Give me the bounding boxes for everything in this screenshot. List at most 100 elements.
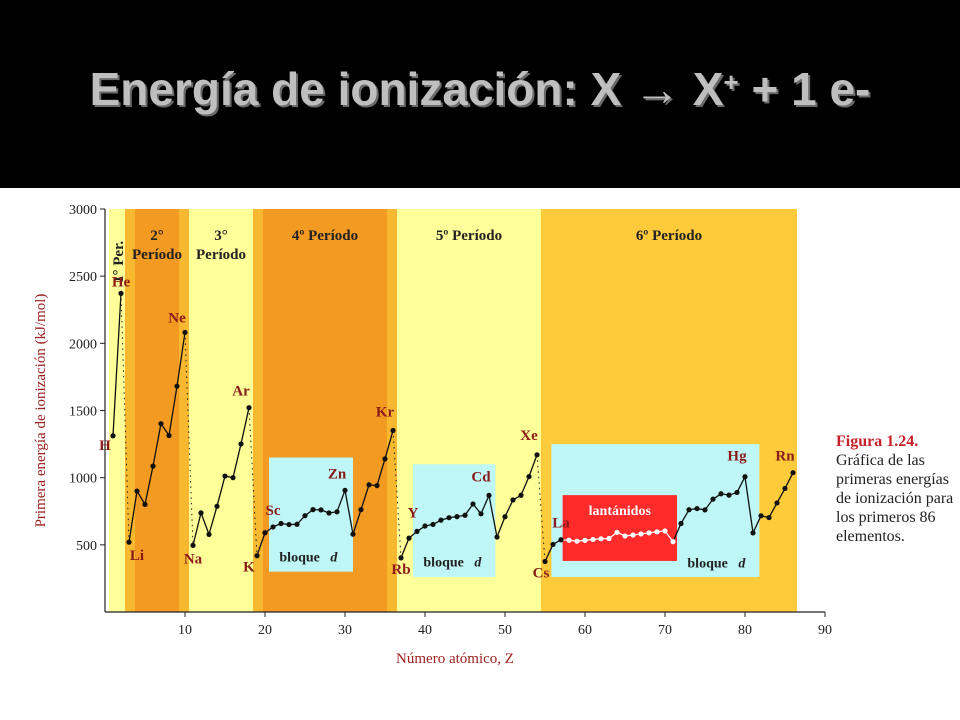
element-label: Sc xyxy=(266,503,281,519)
y-tick-label: 500 xyxy=(76,539,97,554)
data-point xyxy=(446,515,452,521)
x-tick-label: 10 xyxy=(178,623,192,638)
x-tick-label: 60 xyxy=(578,623,592,638)
element-label: Rn xyxy=(775,449,795,465)
title-tail: + 1 e- xyxy=(738,63,871,115)
data-point xyxy=(302,513,308,519)
period-label-word: Período xyxy=(196,247,246,263)
data-point xyxy=(726,492,732,498)
data-point xyxy=(758,513,764,519)
series-segment xyxy=(736,476,746,493)
x-tick-label: 20 xyxy=(258,623,272,638)
data-point xyxy=(558,537,564,543)
series-segment xyxy=(344,490,354,535)
data-point xyxy=(278,520,284,527)
data-point xyxy=(190,542,196,548)
series-segment xyxy=(504,499,514,518)
series-segment-dotted xyxy=(536,454,546,562)
data-point xyxy=(406,535,412,541)
data-point xyxy=(494,534,500,540)
data-point xyxy=(774,500,780,506)
data-point xyxy=(422,523,428,529)
data-point xyxy=(238,441,244,447)
lanthanides-label: lantánidos xyxy=(589,504,652,519)
data-point xyxy=(390,427,396,434)
data-point xyxy=(246,405,252,411)
data-point xyxy=(574,538,580,544)
series-segment xyxy=(400,537,410,559)
data-point xyxy=(742,474,748,480)
data-point xyxy=(438,517,444,523)
period-label-number: 3° xyxy=(214,228,228,244)
data-point xyxy=(734,489,740,496)
title-superscript: + xyxy=(723,66,739,97)
data-point xyxy=(542,558,548,565)
series-segment xyxy=(208,506,218,535)
data-point xyxy=(334,509,340,515)
period-label: 4º Período xyxy=(292,228,358,244)
element-label: Na xyxy=(184,551,203,567)
data-point xyxy=(534,452,540,458)
data-point xyxy=(686,507,692,513)
series-segment xyxy=(176,332,186,387)
series-segment xyxy=(152,423,162,467)
y-tick-label: 2000 xyxy=(69,337,97,352)
data-point xyxy=(614,529,620,535)
data-point xyxy=(294,521,300,527)
caption-text: Gráfica de las primeras energías de ioni… xyxy=(836,452,954,545)
block-d-label: bloque d xyxy=(687,557,746,572)
figure-caption: Figura 1.24. Gráfica de las primeras ene… xyxy=(836,432,956,546)
series-segment xyxy=(192,512,202,546)
series-segment xyxy=(200,512,210,535)
slide-title: Energía de ionización: X → X+ + 1 e- xyxy=(0,62,960,116)
series-point-layer xyxy=(110,290,796,565)
data-point xyxy=(222,473,228,479)
series-segment xyxy=(672,523,682,542)
y-axis-title: Primera energía de ionización (kJ/mol) xyxy=(33,294,49,528)
series-segment xyxy=(256,532,266,556)
data-point xyxy=(310,507,316,513)
series-segment xyxy=(360,484,370,510)
data-point xyxy=(790,470,796,476)
data-point xyxy=(598,536,604,542)
y-tick-label: 3000 xyxy=(69,203,97,218)
element-label: Xe xyxy=(520,428,538,444)
series-segment xyxy=(488,495,498,538)
period-inner-band xyxy=(135,209,179,612)
period-label-vertical: 1° Per. xyxy=(111,241,127,283)
x-tick-label: 30 xyxy=(338,623,352,638)
period-band xyxy=(189,209,253,612)
data-point xyxy=(654,529,660,535)
data-point xyxy=(142,501,148,507)
data-point xyxy=(606,535,612,542)
data-point xyxy=(550,541,556,548)
element-label: Ar xyxy=(232,384,250,400)
period-label-number: 2° xyxy=(150,228,164,244)
series-segment xyxy=(112,293,122,436)
element-label: Cd xyxy=(471,469,491,485)
data-point xyxy=(398,555,404,561)
data-point xyxy=(694,505,700,512)
lanthanides-box xyxy=(562,495,677,561)
data-point xyxy=(366,482,372,488)
data-point xyxy=(358,507,364,513)
element-label: Hg xyxy=(727,449,747,465)
data-point xyxy=(590,536,596,543)
data-point xyxy=(702,507,708,513)
data-point xyxy=(318,507,324,513)
data-point xyxy=(750,530,756,536)
data-point xyxy=(638,531,644,537)
series-segment xyxy=(776,488,786,504)
data-point xyxy=(718,491,724,497)
x-tick-label: 90 xyxy=(818,623,832,638)
data-point xyxy=(342,487,348,493)
series-segment xyxy=(216,475,226,507)
series-segment xyxy=(168,386,178,436)
block-d-box xyxy=(269,457,353,572)
data-point xyxy=(462,512,468,518)
element-label: Li xyxy=(130,548,144,564)
series-segment xyxy=(496,516,506,538)
block-d-box xyxy=(413,464,496,578)
data-point xyxy=(206,531,212,537)
data-point xyxy=(126,539,132,545)
